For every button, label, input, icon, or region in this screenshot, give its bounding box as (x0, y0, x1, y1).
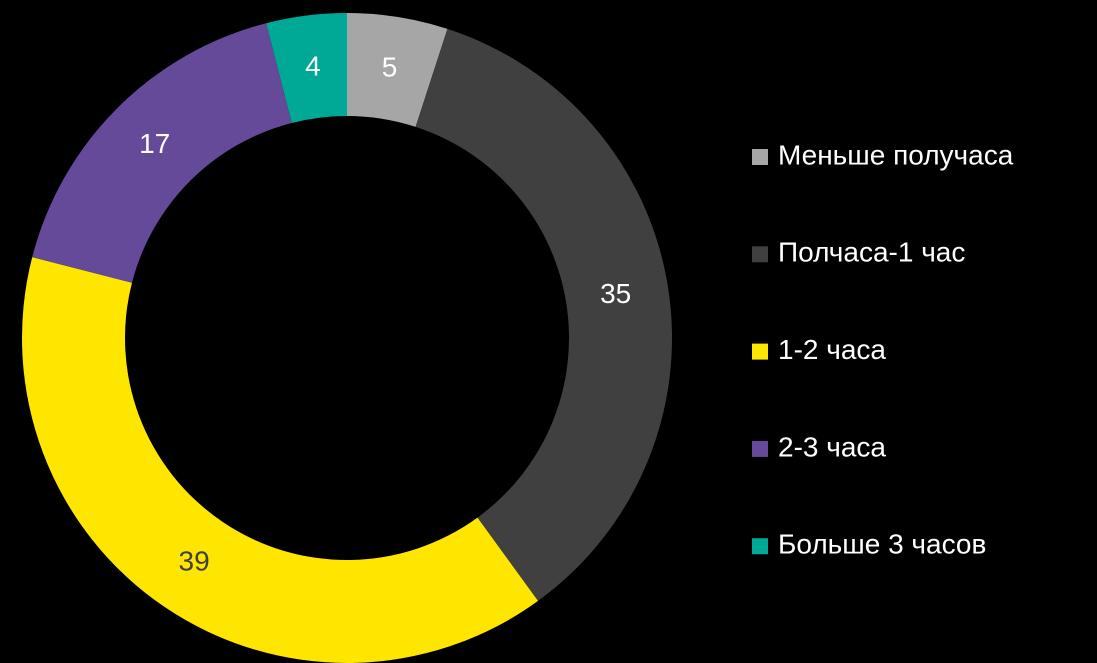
legend-label: 2-3 часа (778, 431, 886, 462)
donut-slice (415, 28, 672, 601)
donut-slice (21, 257, 539, 663)
legend-label: Меньше получаса (778, 139, 1014, 170)
donut-slice (32, 23, 292, 283)
legend-swatch (752, 440, 768, 457)
data-label: 17 (139, 128, 170, 159)
donut-slice (266, 12, 347, 123)
legend-label: Больше 3 часов (778, 529, 986, 560)
data-label: 4 (305, 51, 321, 82)
legend-swatch (752, 246, 768, 263)
data-label: 35 (600, 278, 631, 309)
donut-slice (347, 13, 448, 127)
legend-swatch (752, 538, 768, 555)
legend-label: Полчаса-1 час (778, 237, 965, 268)
data-label: 39 (179, 545, 210, 576)
legend-label: 1-2 часа (778, 334, 886, 365)
legend-swatch (752, 343, 768, 360)
legend-swatch (752, 149, 768, 165)
data-label: 5 (382, 52, 398, 83)
